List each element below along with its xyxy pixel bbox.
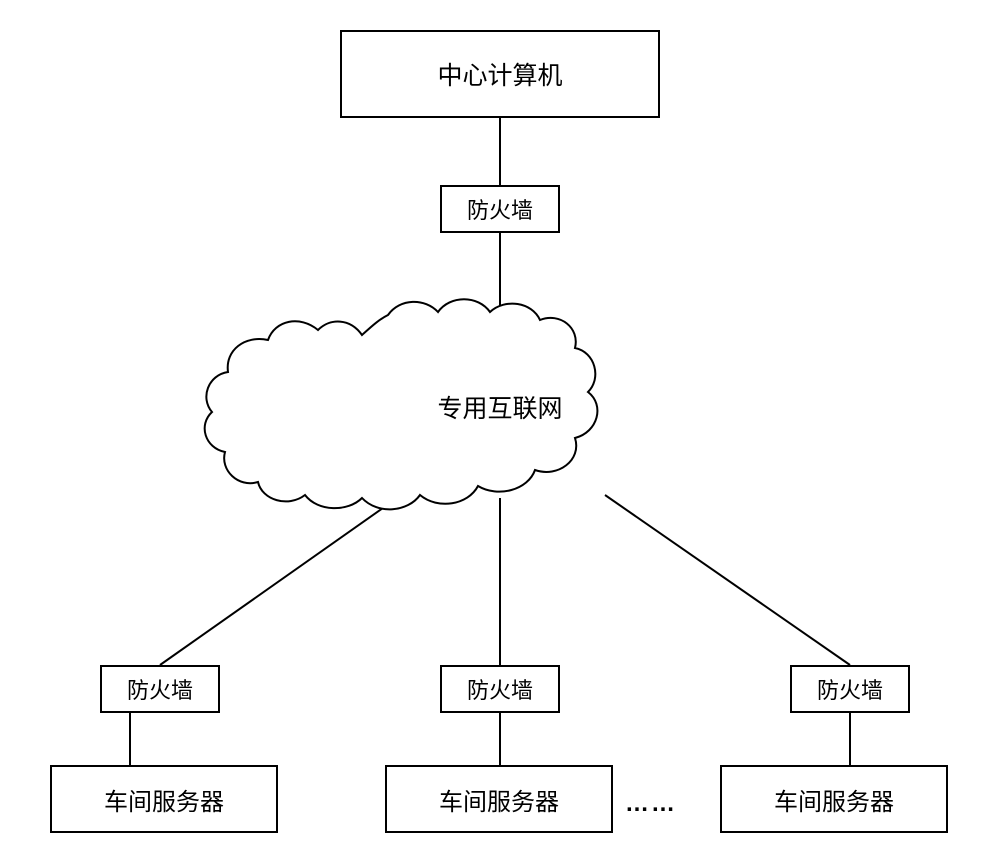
- node-server-2-label: 车间服务器: [439, 782, 559, 817]
- node-cloud-label: 专用互联网: [437, 395, 562, 423]
- node-server-2: 车间服务器: [385, 765, 613, 833]
- node-firewall-3: 防火墙: [790, 665, 910, 713]
- node-firewall-top: 防火墙: [440, 185, 560, 233]
- node-firewall-top-label: 防火墙: [467, 193, 533, 225]
- node-firewall-2: 防火墙: [440, 665, 560, 713]
- node-firewall-2-label: 防火墙: [467, 673, 533, 705]
- node-server-3-label: 车间服务器: [774, 782, 894, 817]
- node-center-computer: 中心计算机: [340, 30, 660, 118]
- node-firewall-1-label: 防火墙: [127, 673, 193, 705]
- node-server-3: 车间服务器: [720, 765, 948, 833]
- diagram-canvas: 中心计算机 防火墙 防火墙 防火墙 防火墙 车间服务器 车间服务器 车间服务器 …: [0, 0, 1000, 862]
- node-cloud: 专用互联网: [310, 305, 690, 505]
- node-firewall-1: 防火墙: [100, 665, 220, 713]
- node-firewall-3-label: 防火墙: [817, 673, 883, 705]
- node-server-1-label: 车间服务器: [104, 782, 224, 817]
- ellipsis-label: ……: [625, 790, 677, 818]
- node-server-1: 车间服务器: [50, 765, 278, 833]
- node-center-computer-label: 中心计算机: [437, 56, 562, 92]
